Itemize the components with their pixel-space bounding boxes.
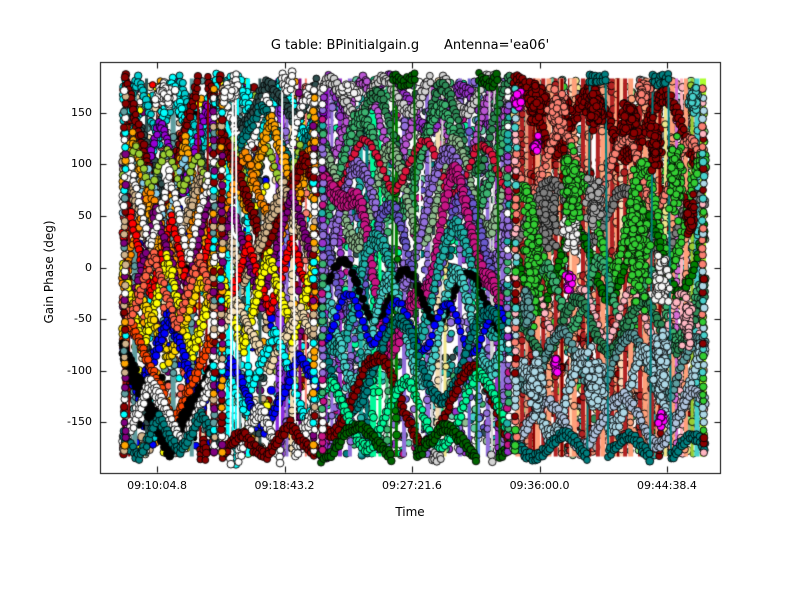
y-tick-label: 150 <box>71 105 92 119</box>
y-tick-label: -150 <box>67 415 92 429</box>
x-tick-label: 09:10:04.8 <box>127 479 187 492</box>
y-tick-label: 0 <box>85 260 92 274</box>
x-tick-label: 09:18:43.2 <box>254 479 315 492</box>
x-tick-label: 09:27:21.6 <box>382 479 442 492</box>
y-tick-label: 50 <box>78 208 92 222</box>
x-tick-label: 09:44:38.4 <box>637 479 697 492</box>
y-tick-label: -100 <box>67 363 92 377</box>
x-axis-label: Time <box>395 505 425 519</box>
y-tick-label: -50 <box>74 312 92 326</box>
chart-title: G table: BPinitialgain.g Antenna='ea06' <box>270 38 550 53</box>
y-tick-label: 100 <box>71 157 92 171</box>
x-tick-label: 09:36:00.0 <box>509 479 570 492</box>
